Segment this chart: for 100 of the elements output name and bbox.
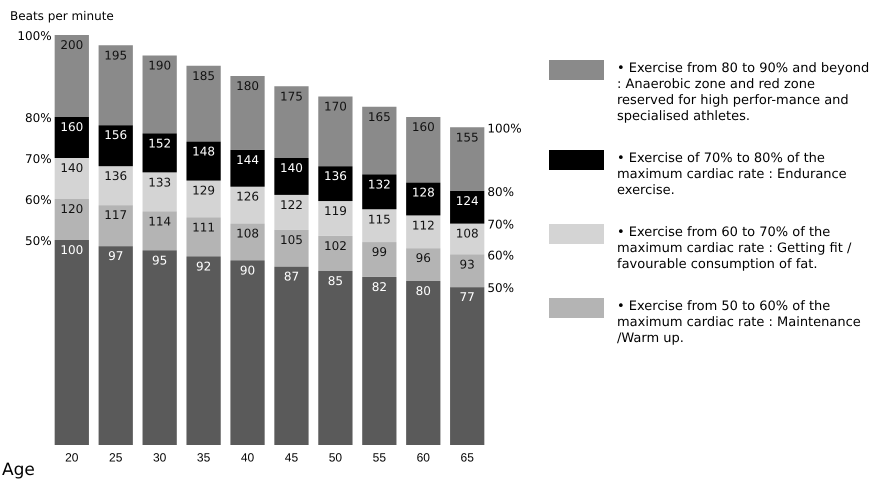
annotation: 114 xyxy=(148,214,172,228)
x-tick-label: 45 xyxy=(284,450,298,465)
bar xyxy=(450,287,484,445)
y-axis-title: Beats per minute xyxy=(10,9,114,23)
annotation: 100% xyxy=(17,29,52,43)
bar xyxy=(230,76,265,150)
annotation: 120 xyxy=(60,202,84,216)
annotation: 175 xyxy=(280,89,303,104)
legend-label: • Exercise from 50 to 60% of the maximum cardiac rate : Maintenance /Warm up. xyxy=(617,299,861,346)
bar xyxy=(450,127,484,191)
bar xyxy=(406,117,440,183)
annotation: 136 xyxy=(104,169,128,184)
legend-label: • Exercise from 60 to 70% of the maximum cardiac rate : Getting fit / favourable consumption of fat. xyxy=(617,225,852,272)
annotation: 70% xyxy=(487,218,514,232)
annotation: 97 xyxy=(108,249,124,264)
bar xyxy=(186,66,221,142)
annotation: 124 xyxy=(456,194,479,208)
bar xyxy=(230,186,265,224)
annotation: 108 xyxy=(236,226,259,241)
bar xyxy=(186,256,221,445)
bar xyxy=(142,211,177,250)
bar xyxy=(274,194,309,230)
annotation: 100 xyxy=(60,243,84,257)
bar xyxy=(54,35,89,117)
x-tick-label: 40 xyxy=(240,450,255,465)
annotation: 115 xyxy=(368,212,391,226)
bar xyxy=(230,150,265,187)
annotation: 119 xyxy=(324,204,347,218)
bar xyxy=(318,236,353,271)
annotation: 136 xyxy=(324,169,347,184)
bar xyxy=(186,217,221,256)
bar xyxy=(54,199,89,240)
annotation: 50% xyxy=(487,281,514,296)
annotation: 122 xyxy=(280,198,303,212)
bar xyxy=(274,266,309,445)
bar xyxy=(274,230,309,267)
bar xyxy=(318,96,353,166)
annotation: 108 xyxy=(456,226,479,241)
bar xyxy=(98,246,133,445)
annotation: 180 xyxy=(236,79,259,93)
annotation: 85 xyxy=(328,274,344,288)
bar xyxy=(450,190,484,224)
annotation: 140 xyxy=(60,161,84,175)
annotation: 132 xyxy=(368,177,391,192)
bar xyxy=(274,158,309,195)
annotation: 133 xyxy=(148,175,172,190)
bar xyxy=(450,224,484,254)
annotation: 80% xyxy=(487,184,514,199)
x-tick-label: 60 xyxy=(416,450,430,465)
x-tick-label: 55 xyxy=(372,450,386,465)
annotation: 200 xyxy=(60,38,84,52)
bar xyxy=(142,250,177,445)
annotation: 195 xyxy=(104,48,128,62)
legend-label: • Exercise of 70% to 80% of the maximum cardiac rate : Endurance exercise. xyxy=(617,151,847,198)
annotation: 128 xyxy=(412,186,435,200)
annotation: 99 xyxy=(372,245,387,260)
bar xyxy=(54,117,89,158)
annotation: 117 xyxy=(104,208,128,222)
bar xyxy=(362,276,396,445)
bar xyxy=(362,174,396,210)
annotation: 126 xyxy=(236,190,259,204)
x-tick-label: 30 xyxy=(152,450,167,465)
bar xyxy=(230,224,265,260)
annotation: 50% xyxy=(24,234,52,248)
bar xyxy=(54,240,89,445)
bar xyxy=(318,166,353,202)
annotation: 96 xyxy=(416,251,431,266)
annotation: 77 xyxy=(460,290,475,304)
annotation: 92 xyxy=(196,259,212,274)
bar xyxy=(98,45,133,126)
annotation: 156 xyxy=(104,128,128,142)
annotation: 60% xyxy=(487,248,514,262)
annotation: 144 xyxy=(236,152,259,167)
annotation: 160 xyxy=(412,120,435,134)
annotation: 140 xyxy=(280,161,303,175)
annotation: 90 xyxy=(240,264,256,278)
annotation: 60% xyxy=(24,193,52,207)
annotation: 160 xyxy=(60,120,84,134)
x-tick-label: 50 xyxy=(328,450,342,465)
bar xyxy=(142,133,177,172)
bar xyxy=(98,125,133,166)
bar xyxy=(362,106,396,174)
bar xyxy=(54,158,89,199)
x-axis-title: Age xyxy=(2,460,35,480)
bar xyxy=(230,260,265,445)
bar xyxy=(362,209,396,242)
x-tick-label: 25 xyxy=(109,450,123,465)
annotation: 80% xyxy=(24,111,52,125)
annotation: 185 xyxy=(192,68,216,83)
annotation: 170 xyxy=(324,100,347,114)
x-tick-label: 65 xyxy=(460,450,474,465)
bar xyxy=(142,172,177,212)
bar xyxy=(98,166,133,206)
bar xyxy=(362,242,396,277)
annotation: 100% xyxy=(487,121,522,136)
bar xyxy=(406,215,440,248)
bar xyxy=(142,56,177,134)
annotation: 87 xyxy=(284,270,300,284)
bar xyxy=(186,142,221,181)
bar xyxy=(406,248,440,281)
